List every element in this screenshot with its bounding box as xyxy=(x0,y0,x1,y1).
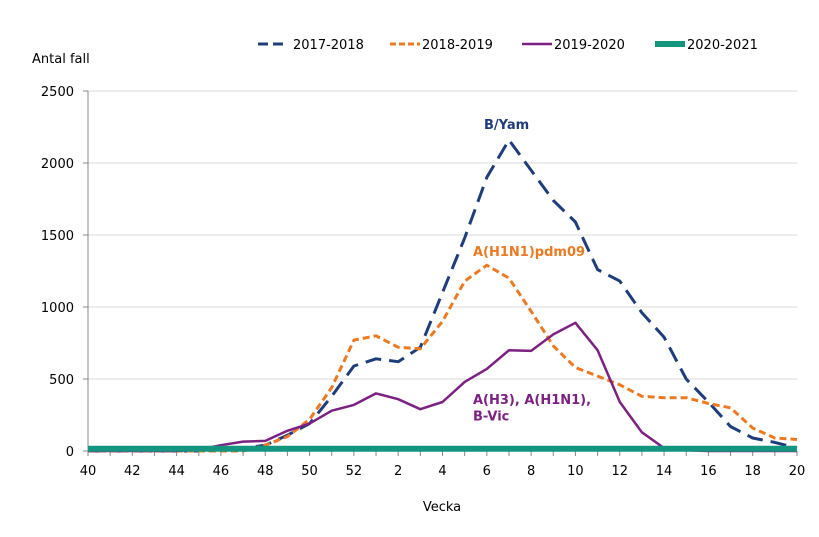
x-tick-label: 14 xyxy=(656,464,673,479)
legend-label: 2019-2020 xyxy=(554,38,625,53)
x-tick-label: 4 xyxy=(438,464,446,479)
x-tick-label: 46 xyxy=(213,464,230,479)
y-tick-label: 1000 xyxy=(41,301,74,316)
x-tick-label: 10 xyxy=(567,464,584,479)
x-tick-label: 16 xyxy=(700,464,717,479)
x-tick-label: 40 xyxy=(80,464,97,479)
x-tick-label: 52 xyxy=(346,464,363,479)
annotation-label: B-Vic xyxy=(473,410,509,425)
y-tick-label: 2500 xyxy=(41,85,74,100)
annotation-label: A(H3), A(H1N1), xyxy=(473,393,591,408)
y-tick-label: 0 xyxy=(66,445,74,460)
x-tick-label: 50 xyxy=(301,464,318,479)
y-tick-label: 500 xyxy=(49,373,74,388)
x-tick-label: 48 xyxy=(257,464,274,479)
x-tick-label: 18 xyxy=(744,464,761,479)
y-tick-label: 1500 xyxy=(41,229,74,244)
y-tick-label: 2000 xyxy=(41,157,74,172)
series-line-2019-2020 xyxy=(88,321,797,453)
x-axis-label: Vecka xyxy=(423,500,461,515)
series-line-2017-2018 xyxy=(88,138,798,453)
series-line-2018-2019 xyxy=(88,263,798,453)
x-tick-label: 42 xyxy=(124,464,141,479)
x-tick-label: 20 xyxy=(789,464,806,479)
x-tick-label: 8 xyxy=(527,464,535,479)
legend-label: 2018-2019 xyxy=(422,38,493,53)
y-axis-label: Antal fall xyxy=(32,52,90,67)
x-tick-label: 12 xyxy=(611,464,628,479)
legend-label: 2017-2018 xyxy=(293,38,364,53)
annotation-label: B/Yam xyxy=(484,118,529,133)
annotation-label: A(H1N1)pdm09 xyxy=(473,245,585,260)
x-tick-label: 44 xyxy=(168,464,185,479)
x-tick-label: 2 xyxy=(394,464,402,479)
x-tick-label: 6 xyxy=(483,464,491,479)
legend-label: 2020-2021 xyxy=(687,38,758,53)
